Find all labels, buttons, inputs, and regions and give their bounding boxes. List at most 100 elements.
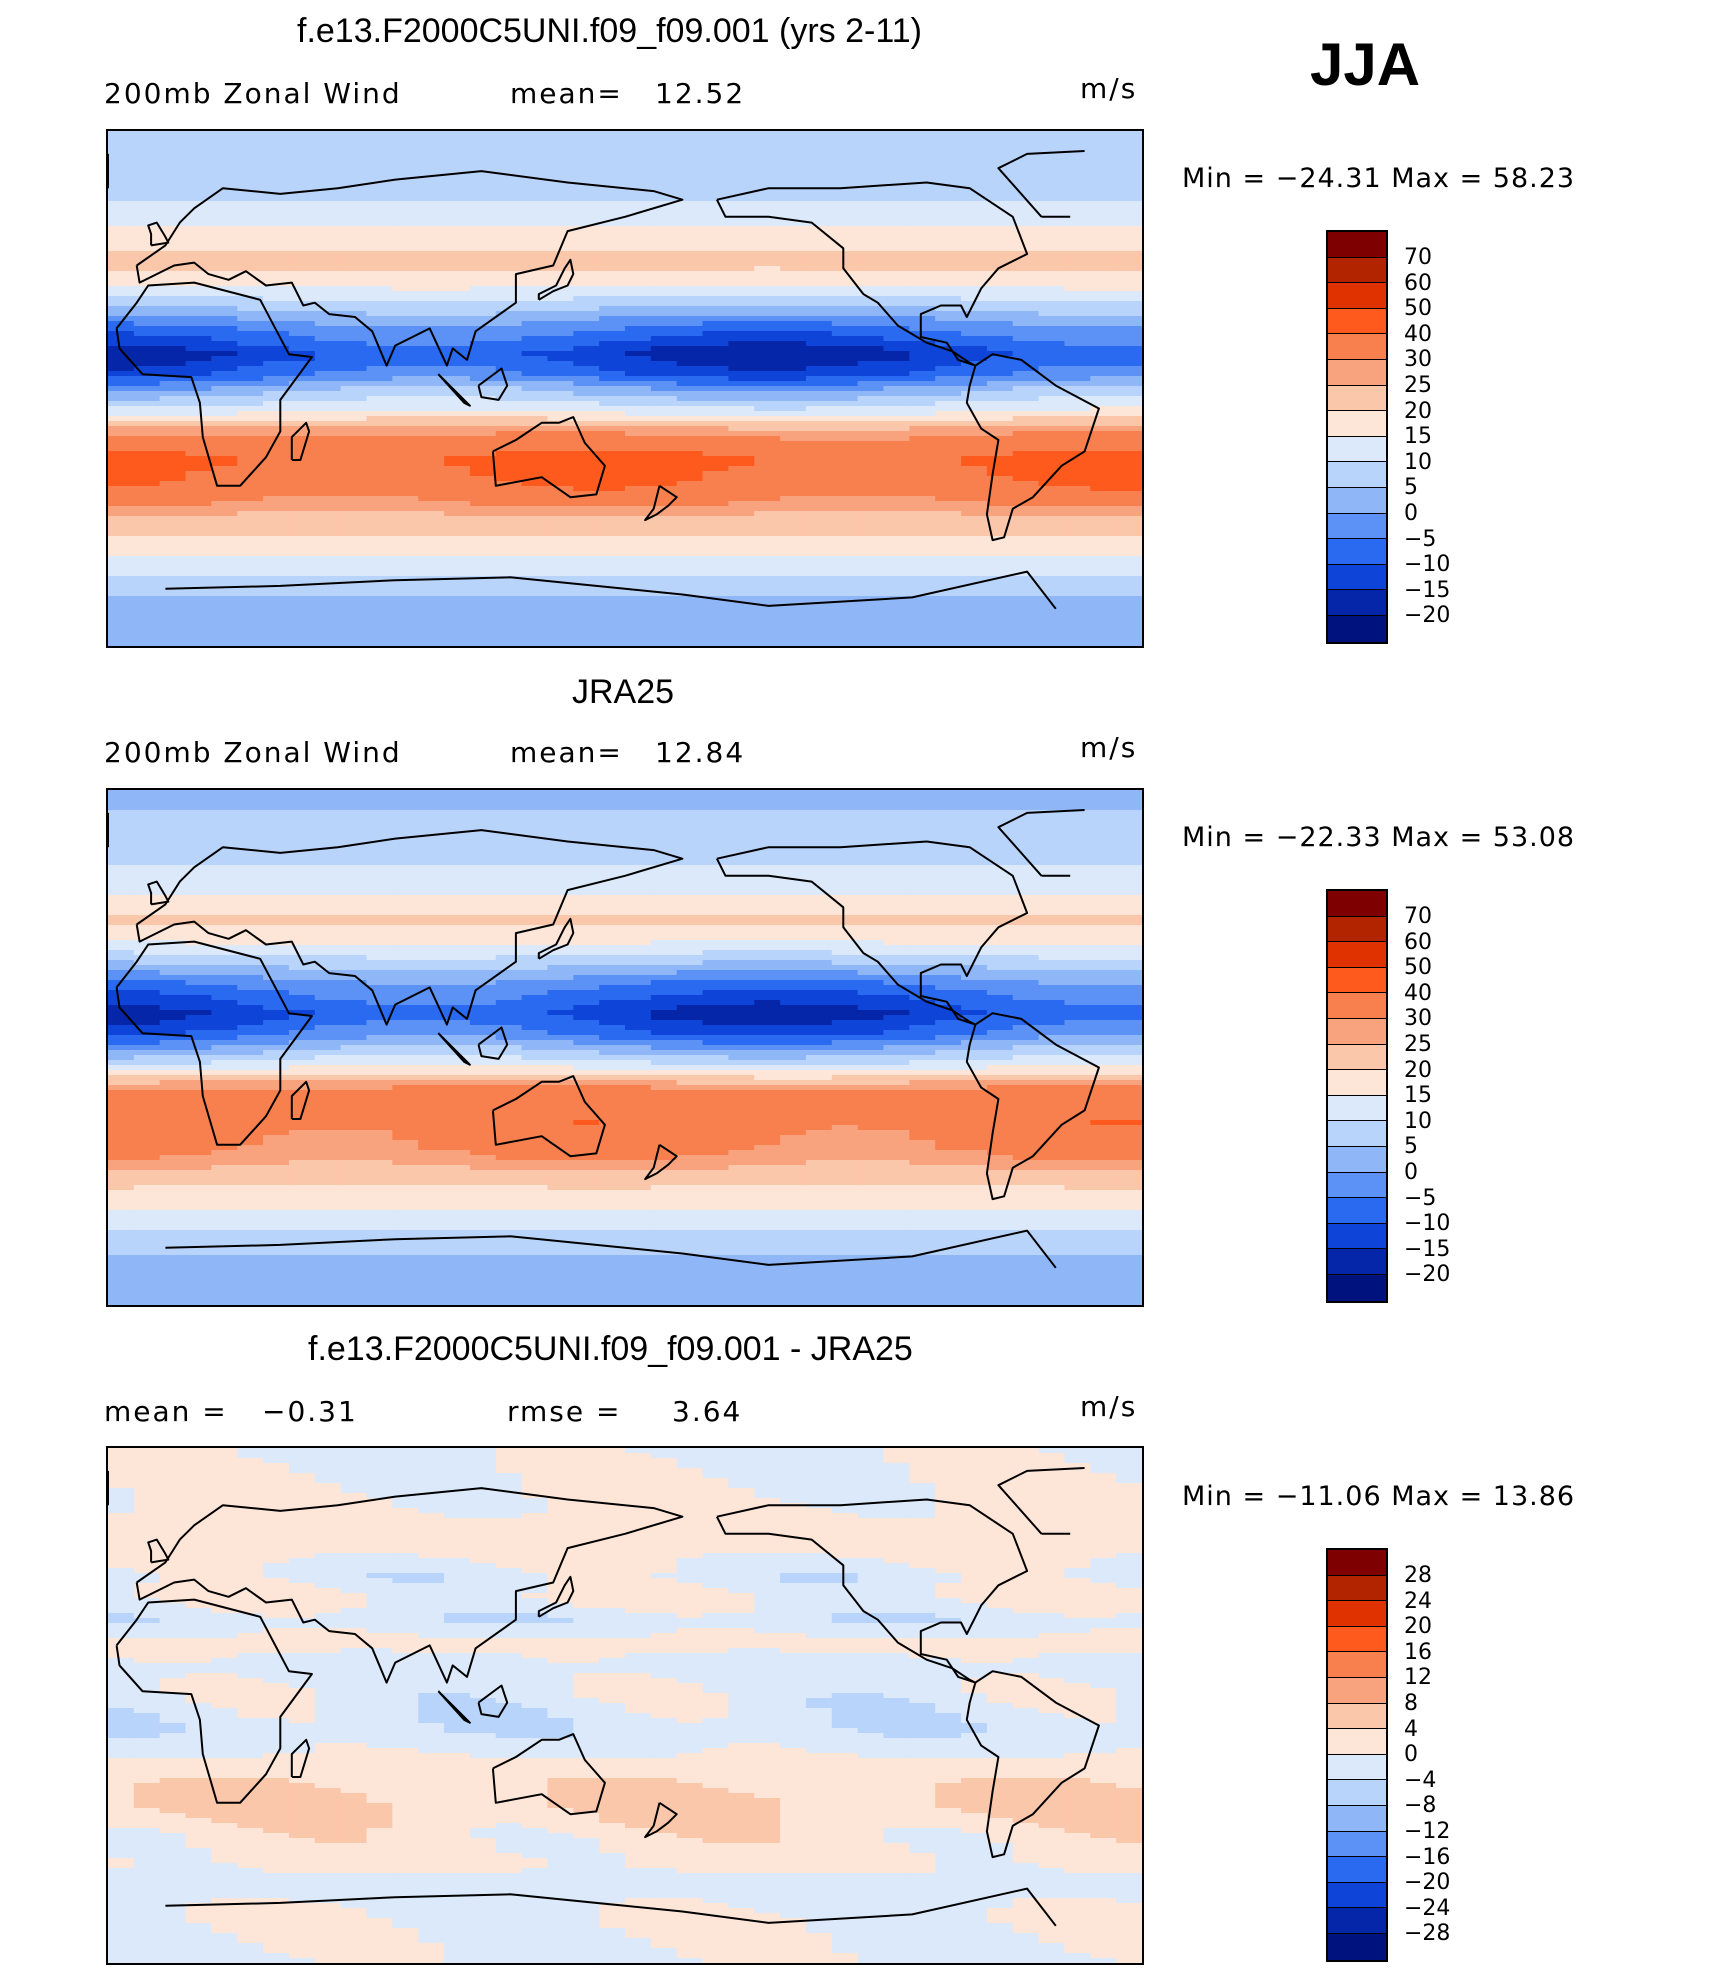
contour-cell (961, 596, 988, 602)
contour-cell (1038, 296, 1066, 302)
contour-cell (547, 616, 574, 622)
contour-cell (366, 251, 393, 257)
contour-cell (159, 191, 187, 197)
contour-cell (1038, 146, 1066, 152)
contour-cell (780, 221, 807, 227)
contour-cell (961, 156, 988, 162)
contour-cell (237, 166, 264, 172)
contour-cell (392, 556, 419, 562)
contour-cell (909, 521, 936, 527)
contour-cell (857, 576, 885, 582)
contour-cell (495, 491, 523, 497)
contour-cell (185, 491, 212, 497)
contour-cell (340, 870, 368, 876)
contour-cell (961, 171, 988, 177)
contour-cell (780, 466, 807, 472)
contour-cell (1038, 291, 1066, 297)
contour-cell (263, 830, 290, 836)
contour-cell (418, 496, 445, 502)
contour-cell (1064, 476, 1091, 482)
contour-cell (1064, 606, 1091, 612)
contour-cell (392, 351, 419, 357)
contour-cell (547, 466, 574, 472)
contour-cell (366, 451, 393, 457)
contour-cell (831, 266, 859, 272)
contour-cell (314, 331, 342, 337)
contour-cell (1012, 346, 1040, 352)
contour-cell (599, 626, 626, 632)
contour-cell (831, 296, 859, 302)
contour-cell (728, 291, 755, 297)
contour-cell (805, 216, 833, 222)
contour-cell (1012, 815, 1040, 821)
contour-cell (185, 541, 212, 547)
contour-cell (521, 830, 549, 836)
contour-cell (314, 536, 342, 542)
contour-cell (392, 481, 419, 487)
contour-cell (728, 790, 755, 796)
contour-cell (1116, 870, 1142, 876)
contour-cell (986, 211, 1014, 217)
contour-cell (469, 211, 497, 217)
contour-cell (986, 381, 1014, 387)
contour-cell (883, 496, 910, 502)
contour-cell (1012, 830, 1040, 836)
contour-cell (831, 855, 859, 861)
contour-cell (1064, 351, 1091, 357)
contour-cell (159, 186, 187, 192)
contour-cell (547, 231, 574, 237)
contour-cell (288, 825, 316, 831)
contour-cell (108, 456, 135, 462)
contour-cell (909, 501, 936, 507)
contour-cell (237, 191, 264, 197)
contour-cell (444, 810, 471, 816)
contour-cell (702, 571, 729, 577)
contour-cell (108, 526, 135, 532)
contour-cell (573, 291, 600, 297)
contour-cell (857, 885, 885, 891)
contour-cell (392, 276, 419, 282)
contour-cell (133, 855, 161, 861)
contour-cell (418, 286, 445, 292)
contour-cell (909, 855, 936, 861)
contour-cell (754, 316, 781, 322)
contour-cell (185, 496, 212, 502)
contour-cell (521, 336, 549, 342)
contour-cell (857, 401, 885, 407)
contour-cell (650, 576, 678, 582)
contour-cell (805, 541, 833, 547)
contour-cell (702, 601, 729, 607)
contour-cell (573, 326, 600, 332)
contour-cell (366, 581, 393, 587)
contour-cell (650, 566, 678, 572)
contour-cell (599, 396, 626, 402)
contour-cell (366, 531, 393, 537)
contour-cell (1116, 351, 1142, 357)
contour-cell (108, 231, 135, 237)
contour-cell (831, 885, 859, 891)
contour-cell (1116, 166, 1142, 172)
contour-cell (573, 790, 600, 796)
contour-cell (780, 870, 807, 876)
contour-cell (573, 496, 600, 502)
contour-cell (780, 246, 807, 252)
contour-cell (418, 256, 445, 262)
contour-cell (237, 411, 264, 417)
contour-cell (728, 561, 755, 567)
contour-cell (469, 581, 497, 587)
contour-cell (366, 476, 393, 482)
contour-cell (676, 491, 704, 497)
contour-cell (547, 401, 574, 407)
contour-cell (237, 596, 264, 602)
contour-cell (469, 241, 497, 247)
contour-cell (883, 875, 910, 881)
contour-cell (676, 576, 704, 582)
contour-cell (469, 411, 497, 417)
contour-cell (469, 511, 497, 517)
contour-cell (702, 491, 729, 497)
contour-cell (573, 471, 600, 477)
contour-cell (754, 211, 781, 217)
contour-cell (392, 326, 419, 332)
contour-cell (314, 571, 342, 577)
contour-cell (392, 790, 419, 796)
